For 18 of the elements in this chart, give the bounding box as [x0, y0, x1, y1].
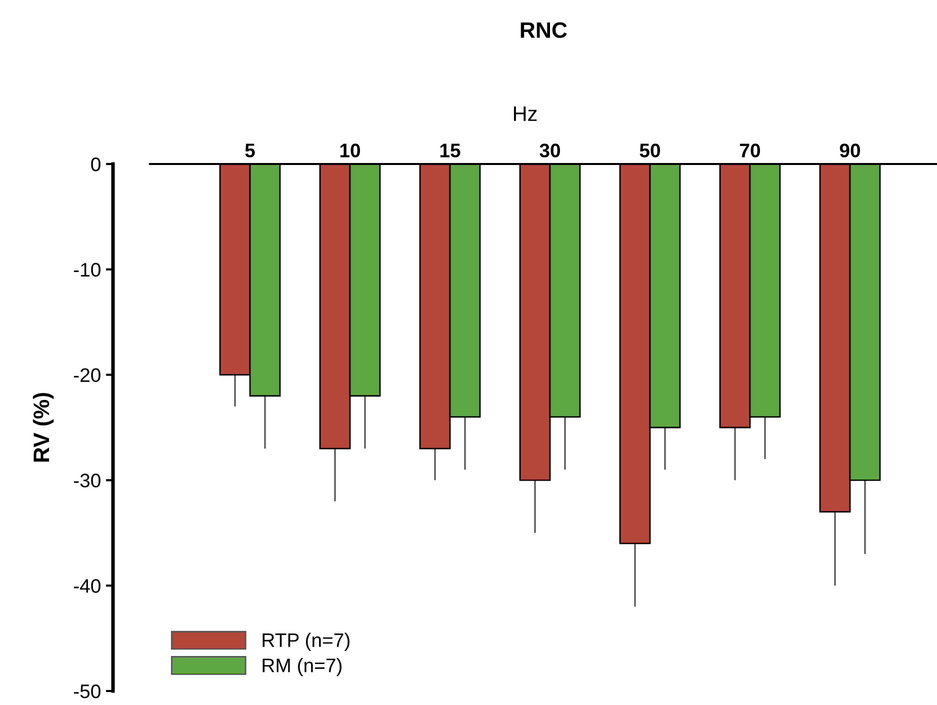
chart-title: RNC — [520, 22, 567, 38]
y-tick-label: 0 — [91, 157, 100, 172]
y-tick-label: -30 — [74, 474, 100, 488]
x-tick-label: 70 — [740, 144, 760, 158]
y-tick-label: -50 — [74, 684, 100, 698]
y-tick-label: -10 — [74, 262, 100, 277]
x-tick-label: 15 — [440, 144, 460, 158]
x-tick-label: 50 — [640, 144, 660, 158]
y-tick-label: -40 — [74, 579, 100, 593]
x-tick-label: 30 — [540, 144, 560, 158]
y-axis-title: RV (%) — [32, 393, 54, 462]
legend-label: RTP (n=7) — [262, 632, 350, 651]
x-tick-label: 5 — [245, 144, 255, 158]
x-tick-label: 90 — [840, 144, 860, 158]
legend-label: RM (n=7) — [262, 658, 342, 676]
x-axis-title: Hz — [514, 106, 537, 121]
x-tick-label: 10 — [340, 144, 360, 158]
y-tick-label: -20 — [74, 368, 100, 382]
